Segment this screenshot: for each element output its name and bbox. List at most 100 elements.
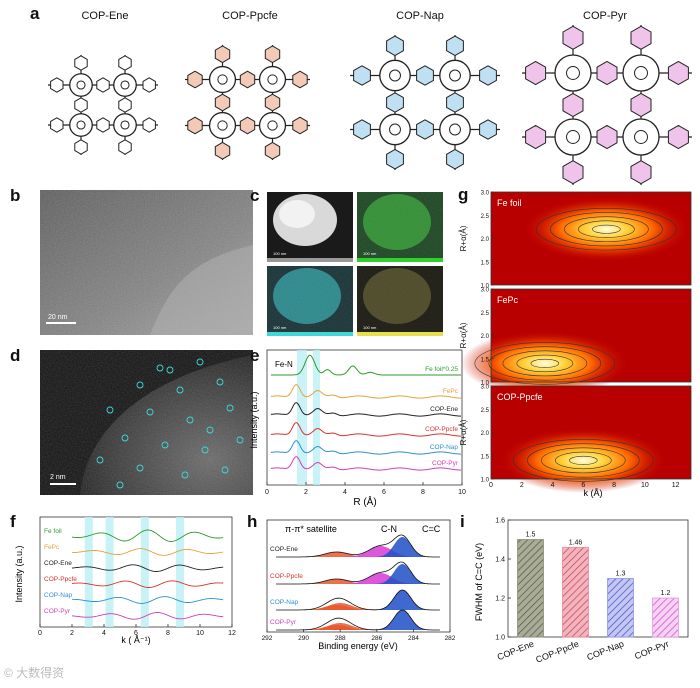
xps-3-component-2	[276, 610, 441, 630]
wt-map-0-ytick-3: 2.5	[481, 214, 490, 220]
fe-n-annotation: Fe-N	[275, 360, 293, 369]
wt-map-2-ytick-0: 1.0	[481, 478, 490, 484]
k-series-label-2: COP-Ene	[44, 560, 72, 567]
wt-map-2-hotspot	[499, 427, 668, 493]
panel-label-b: b	[10, 186, 21, 205]
eds-haadf-tile: 100 nm	[267, 192, 353, 262]
chart-g-xtick-0: 0	[489, 482, 493, 489]
wt-map-0-contour-1	[592, 224, 621, 234]
bar-cop-nap	[607, 578, 634, 638]
chart-h-xlabel: Binding energy (eV)	[318, 641, 398, 651]
wt-map-1-ytick-1: 1.5	[481, 357, 490, 363]
series-label-3: COP-Ppcfe	[425, 426, 458, 433]
wt-map-0-ylabel: R+α(Å)	[459, 225, 468, 251]
k-highlight-band-0	[84, 517, 93, 627]
chart-f-xtick-3: 6	[134, 630, 138, 637]
xps-0-component-2	[276, 537, 441, 557]
bar-value-cop-nap: 1.3	[616, 571, 626, 578]
k-highlight-band-1	[105, 517, 114, 627]
k-series-label-0: Fe foil	[44, 528, 62, 535]
bar-value-cop-ene: 1.5	[526, 532, 536, 539]
chart-g-xtick-5: 10	[641, 482, 649, 489]
wt-map-2-ytick-1: 1.5	[481, 454, 490, 460]
cop-ppcfe-title: COP-Ppcfe	[222, 10, 278, 22]
panel-label-h: h	[247, 512, 258, 531]
panel-label-e: e	[250, 346, 260, 365]
xps-2-component-2	[276, 590, 441, 610]
series-cop-ene-curve	[270, 402, 461, 417]
chart-g-xtick-1: 2	[520, 482, 524, 489]
wt-map-1-contour-5	[474, 342, 616, 385]
series-label-5: COP-Pyr	[432, 460, 459, 467]
wt-map-2-contour-4	[527, 443, 640, 478]
chart-h-xtick-4: 284	[408, 635, 419, 642]
wt-map-1-ytick-3: 2.5	[481, 311, 490, 317]
wt-map-2-ytick-4: 3.0	[481, 385, 490, 391]
chart-i-ytick-0: 1.0	[495, 635, 505, 642]
k-highlight-band-3	[176, 517, 184, 627]
k-series-5-curve	[71, 612, 224, 620]
wt-map-0-contour-4	[550, 212, 663, 247]
k-series-label-1: FePc	[44, 544, 60, 551]
second-shell-highlight	[313, 350, 320, 485]
wt-map-0-contour-3	[564, 216, 649, 243]
chart-g-xtick-4: 8	[612, 482, 616, 489]
chart-e-xtick-3: 6	[382, 489, 386, 496]
watermark: © 大数得资	[4, 666, 65, 680]
wt-map-2-ytick-3: 2.5	[481, 408, 490, 414]
wt-map-0-contour-5	[536, 207, 677, 251]
chart-e-xtick-0: 0	[265, 489, 269, 496]
panel-label-g: g	[458, 185, 469, 204]
chart-i-ylabel: FWHM of C=C (eV)	[474, 543, 484, 621]
bar-value-cop-pyr: 1.2	[661, 590, 671, 597]
chart-i-frame	[507, 519, 689, 638]
xps-2-component-0	[276, 605, 441, 610]
panel-label-c: c	[250, 186, 260, 205]
k-series-label-3: COP-Ppcfe	[44, 576, 77, 583]
k-series-1-curve	[72, 548, 224, 556]
chart-f-ylabel: Intensity (a.u.)	[14, 545, 24, 602]
chart-e-frame	[266, 349, 463, 486]
cop-ppcfe-structure	[185, 45, 310, 160]
wt-map-1-ytick-4: 3.0	[481, 288, 490, 294]
wt-map-0-ytick-1: 1.5	[481, 260, 490, 266]
eds-scalebar-2: 100 nm	[363, 251, 377, 256]
chart-g-xtick-2: 4	[551, 482, 555, 489]
wt-map-1-contour-3	[502, 350, 588, 377]
wt-map-1-contour-4	[488, 346, 602, 381]
eds-scalebar-1: 100 nm	[273, 251, 287, 256]
bar-category-cop-ene: COP-Ene	[496, 639, 535, 663]
eds-map-cyan-tile: 100 nm	[267, 266, 353, 336]
cop-ene-structure	[48, 55, 158, 155]
wt-map-2-contour-2	[555, 451, 612, 470]
chart-g-xlabel: k (Å)	[584, 488, 603, 498]
chart-i-ytick-2: 1.4	[495, 557, 505, 564]
series-label-1: FePc	[443, 388, 459, 395]
bar-category-cop-ppcfe: COP-Ppcfe	[534, 639, 580, 665]
wavelet-transform-maps: Fe foil 1.0 1.5 2.0 2.5 3.0 R+α(Å) FePc 1.0 1.5 2.…	[459, 191, 692, 498]
wt-map-2-label: COP-Ppcfe	[497, 392, 543, 402]
cop-pyr-structure	[522, 25, 692, 185]
bar-cop-pyr	[652, 597, 679, 638]
cop-ene-title: COP-Ene	[81, 10, 129, 22]
series-fe-foil-0-25-curve	[270, 354, 461, 376]
cop-nap-title: COP-Nap	[396, 10, 444, 22]
bar-cop-ene	[517, 539, 544, 638]
wt-map-1-ylabel: R+α(Å)	[459, 322, 468, 348]
wt-map-0-ytick-0: 1.0	[481, 284, 490, 290]
wt-map-0-label: Fe foil	[497, 198, 522, 208]
k-series-3-curve	[72, 580, 224, 588]
chart-h-frame	[266, 519, 451, 633]
series-cop-pyr-curve	[270, 456, 461, 471]
series-label-0: Fe foil*0.25	[425, 366, 458, 373]
chart-f-xtick-5: 10	[196, 630, 204, 637]
tem-scalebar-label: 20 nm	[48, 314, 68, 321]
series-fepc-curve	[270, 384, 461, 399]
wt-map-1-contour-1	[530, 358, 560, 368]
xps-series-label-3: COP-Pyr	[270, 619, 297, 626]
chart-g-xtick-3: 6	[581, 482, 585, 489]
panel-label-f: f	[10, 512, 16, 531]
bar-value-cop-ppcfe: 1.46	[569, 539, 583, 546]
xps-2-envelope	[276, 589, 440, 611]
chart-f-xtick-6: 12	[228, 630, 236, 637]
